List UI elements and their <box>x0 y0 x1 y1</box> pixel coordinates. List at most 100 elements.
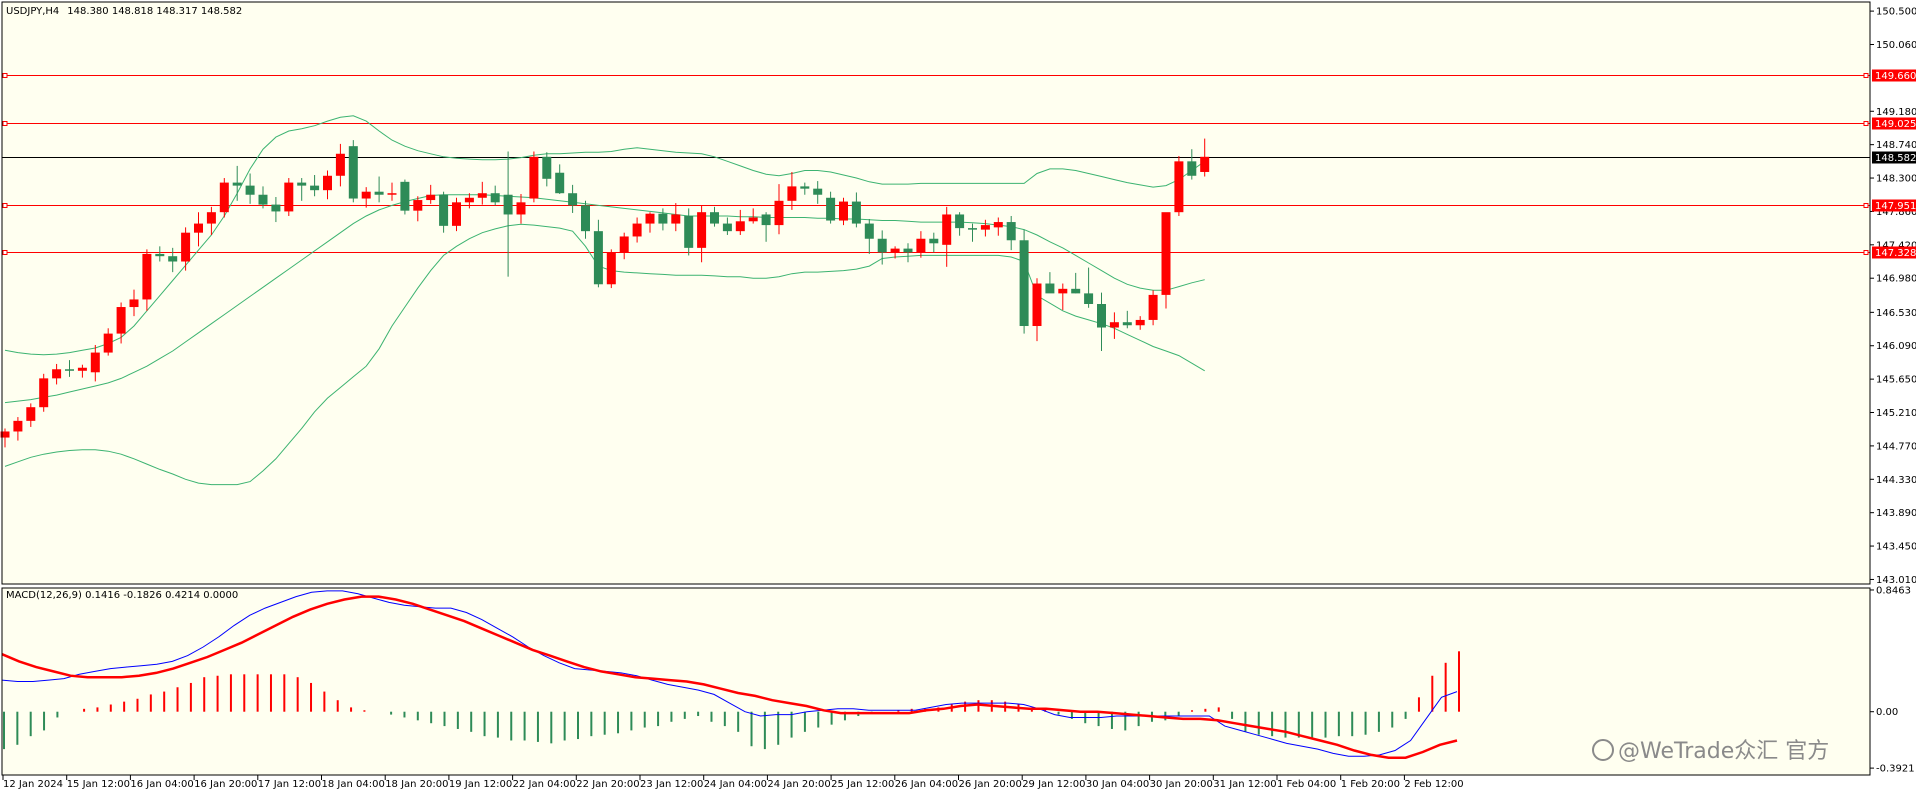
macd-tick-label: -0.3921 <box>1876 764 1915 775</box>
macd-lines <box>1 590 1458 759</box>
candle <box>116 302 126 344</box>
candle-body <box>581 205 590 232</box>
bollinger-bands <box>4 115 1205 486</box>
candle-body <box>168 256 178 262</box>
horizontal-price-lines[interactable] <box>2 73 1870 255</box>
candle <box>877 230 887 265</box>
candle-body <box>903 248 913 253</box>
candle-body <box>839 201 848 221</box>
candle <box>258 186 268 209</box>
candle <box>697 205 707 263</box>
time-tick-label: 18 Jan 04:00 <box>322 779 385 790</box>
line-anchor-left[interactable] <box>2 73 8 78</box>
candle <box>722 217 732 235</box>
macd-panel-border <box>1 587 1871 776</box>
price-axis: 150.500 150.060 149.180 148.740 148.300 147.8… <box>1870 7 1916 586</box>
time-tick-label: 25 Jan 12:00 <box>831 779 894 790</box>
line-anchor-right[interactable] <box>1863 250 1869 255</box>
candle <box>168 247 178 273</box>
price-tag-label: 149.660 <box>1875 71 1916 82</box>
price-tick-label: 146.980 <box>1876 274 1916 285</box>
candle-body <box>1097 304 1106 328</box>
watermark-text: @WeTrade众汇 官方 <box>1618 739 1829 764</box>
time-tick-label: 19 Jan 12:00 <box>449 779 512 790</box>
price-panel-border <box>1 1 1871 585</box>
candle <box>555 164 565 194</box>
candle-body <box>529 156 539 199</box>
candle-body <box>710 212 719 224</box>
line-anchor-left[interactable] <box>2 203 8 208</box>
line-anchor-right[interactable] <box>1863 203 1869 208</box>
candle-body <box>890 248 900 253</box>
candle <box>658 208 668 231</box>
price-panel[interactable] <box>2 2 1870 584</box>
candle-body <box>129 299 139 308</box>
line-anchor-right[interactable] <box>1863 73 1869 78</box>
candle-body <box>593 231 603 285</box>
candle <box>245 173 255 204</box>
time-tick-label: 22 Jan 20:00 <box>576 779 639 790</box>
candle-body <box>13 420 23 432</box>
candle-body <box>374 191 384 195</box>
price-tick-label: 144.330 <box>1876 475 1916 486</box>
candle <box>968 223 977 242</box>
candle <box>606 249 616 289</box>
candle <box>194 212 203 247</box>
candle-body <box>916 238 926 253</box>
candle <box>839 197 848 226</box>
candle <box>323 170 332 200</box>
time-tick-label: 17 Jan 12:00 <box>258 779 321 790</box>
candle <box>787 171 797 210</box>
time-tick-label: 1 Feb 04:00 <box>1277 779 1336 790</box>
time-axis: 12 Jan 2024 15 Jan 12:00 16 Jan 04:00 16 Ja… <box>2 775 1464 790</box>
candle <box>1200 138 1210 177</box>
line-anchor-right[interactable] <box>1863 121 1869 126</box>
candle <box>529 151 539 203</box>
candle <box>26 403 36 427</box>
candle-body <box>323 175 332 191</box>
time-tick-label: 30 Jan 04:00 <box>1086 779 1149 790</box>
macd-tick-label: 0.00 <box>1876 707 1898 718</box>
candle-body <box>813 188 823 195</box>
candle <box>1032 278 1042 342</box>
candle <box>761 212 771 242</box>
candle-body <box>1187 161 1197 176</box>
candle <box>490 185 500 206</box>
candle-body <box>993 222 1003 228</box>
candle-body <box>155 253 165 257</box>
candle <box>800 182 810 195</box>
candle <box>1084 267 1094 308</box>
line-anchor-left[interactable] <box>2 121 8 126</box>
watermark: @WeTrade众汇 官方 <box>1592 739 1829 764</box>
line-anchor-left[interactable] <box>2 250 8 255</box>
candle-body <box>400 181 410 211</box>
candle-body <box>864 223 874 239</box>
candle-body <box>103 333 113 353</box>
candle-body <box>568 193 578 206</box>
candle <box>0 428 10 448</box>
candle-body <box>232 182 242 186</box>
candle <box>426 184 436 204</box>
candle-body <box>258 194 268 205</box>
candle <box>942 206 952 267</box>
candle <box>439 191 449 233</box>
candle <box>1045 272 1055 294</box>
candle-body <box>968 228 977 230</box>
candle-body <box>1006 222 1016 241</box>
candle-body <box>942 214 952 245</box>
candle-body <box>65 369 74 371</box>
candle <box>284 178 294 216</box>
macd-panel[interactable] <box>2 588 1870 775</box>
candle-body <box>761 214 771 226</box>
time-tick-label: 26 Jan 20:00 <box>959 779 1022 790</box>
candle-body <box>490 193 500 203</box>
price-tick-label: 150.500 <box>1876 7 1916 18</box>
candle <box>219 178 229 218</box>
candle <box>297 178 307 201</box>
candle <box>387 182 397 201</box>
candle-body <box>645 213 655 224</box>
candle-body <box>310 185 320 191</box>
candle-body <box>542 156 552 179</box>
candle <box>477 181 487 205</box>
